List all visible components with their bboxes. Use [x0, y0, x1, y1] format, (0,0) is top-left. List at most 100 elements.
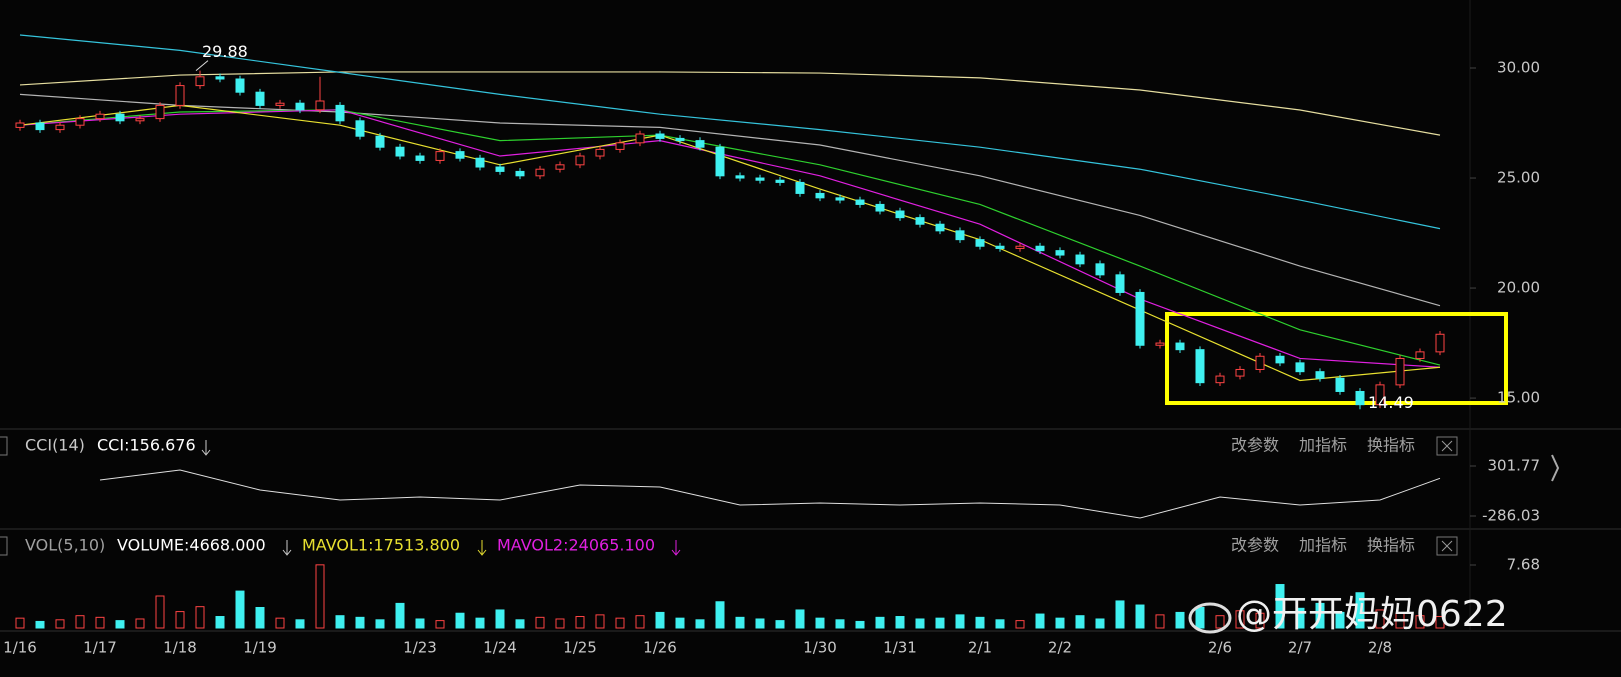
candle-body — [1075, 254, 1085, 265]
high-label: 29.88 — [202, 42, 248, 61]
candle-body — [235, 78, 245, 93]
candle-body — [715, 146, 725, 177]
volume-bar — [415, 618, 425, 629]
moving-average — [19, 71, 1441, 136]
help-button[interactable] — [0, 536, 8, 556]
volume-bar — [1135, 604, 1145, 629]
candle-body — [495, 166, 505, 172]
volume-bar — [395, 602, 405, 629]
volume-bar — [55, 619, 65, 629]
y-tick-label: 7.68 — [1507, 556, 1540, 574]
candle-body — [1095, 263, 1105, 276]
volume-bar — [695, 619, 705, 629]
candle-body — [735, 175, 745, 179]
candle-body — [475, 157, 485, 168]
volume-bar — [315, 564, 325, 629]
volume-bar — [1035, 613, 1045, 629]
y-tick-label: 30.00 — [1497, 58, 1540, 76]
cci-reading: CCI:156.676 — [97, 436, 196, 455]
candle-body — [995, 245, 1005, 249]
volume-bar — [835, 619, 845, 629]
x-tick-label: 1/24 — [483, 639, 517, 657]
close-icon — [1441, 540, 1453, 552]
volume-bar — [1255, 612, 1265, 629]
candle-body — [315, 100, 325, 111]
volume-bar — [935, 617, 945, 629]
volume-bar — [1115, 600, 1125, 629]
watermark-text: @开开妈妈0622 — [1236, 594, 1508, 635]
candle-body — [1335, 377, 1345, 392]
volume-bar — [1195, 606, 1205, 629]
volume-bar — [1155, 614, 1165, 629]
volume-bar — [355, 616, 365, 629]
arrow-icon — [671, 540, 681, 556]
candle-body — [55, 124, 65, 131]
candle-body — [1235, 368, 1245, 377]
mavol1-reading: MAVOL1:17513.800 — [302, 536, 460, 555]
candle-body — [15, 122, 25, 128]
volume-bar — [75, 615, 85, 629]
toolbar-button[interactable]: 换指标 — [1367, 436, 1415, 455]
candle-body — [855, 199, 865, 205]
arrow-icon — [282, 540, 292, 556]
close-button[interactable] — [1436, 436, 1458, 456]
volume-bar — [635, 615, 645, 629]
candle-body — [1275, 355, 1285, 364]
plot: 15.00 20.00 25.00 30.00 -286.03 301.77 7.68 1/1… — [3, 34, 1541, 657]
candle-body — [755, 177, 765, 181]
candle-body — [75, 118, 85, 126]
candle-body — [815, 192, 825, 199]
x-tick-label: 1/30 — [803, 639, 837, 657]
low-label: 14.49 — [1368, 393, 1414, 412]
x-tick-label: 1/16 — [3, 639, 37, 657]
candle-body — [875, 203, 885, 212]
x-tick-label: 1/25 — [563, 639, 597, 657]
scroll-handle[interactable] — [1551, 454, 1560, 482]
toolbar-button[interactable]: 加指标 — [1299, 436, 1347, 455]
candle-body — [695, 140, 705, 148]
volume-bar — [755, 618, 765, 629]
volume-bar — [195, 606, 205, 629]
volume-bar — [155, 595, 165, 629]
candle-body — [1415, 351, 1425, 359]
toolbar-button[interactable]: 加指标 — [1299, 536, 1347, 555]
volume-bar — [1275, 584, 1285, 629]
volume-bar — [775, 620, 785, 629]
volume-bar — [475, 617, 485, 629]
close-button[interactable] — [1436, 536, 1458, 556]
candle-body — [335, 104, 345, 122]
candle-body — [355, 120, 365, 137]
volume-bar — [955, 614, 965, 629]
candle-body — [195, 76, 205, 87]
volume-bar — [1015, 620, 1025, 629]
candle-body — [975, 239, 985, 247]
toolbar-button[interactable]: 改参数 — [1231, 536, 1279, 555]
y-tick-label: 25.00 — [1497, 169, 1540, 187]
candle-body — [635, 133, 645, 144]
candle-body — [1035, 245, 1045, 252]
volume-bar — [1375, 609, 1385, 629]
volume-bar — [1435, 616, 1445, 629]
arrow-icon — [201, 440, 211, 456]
volume-bar — [1295, 607, 1305, 629]
volume-bar — [115, 620, 125, 629]
y-tick-label: 301.77 — [1488, 456, 1541, 474]
candle-body — [515, 170, 525, 177]
candle-body — [1255, 355, 1265, 370]
volume-bar — [675, 617, 685, 629]
vol-reading: VOLUME:4668.000 — [117, 536, 266, 555]
candle-body — [415, 155, 425, 161]
volume-bar — [875, 616, 885, 629]
candle-body — [935, 223, 945, 232]
help-button[interactable] — [0, 436, 8, 456]
toolbar-button[interactable]: 改参数 — [1231, 436, 1279, 455]
volume-bar — [215, 616, 225, 629]
toolbar-button[interactable]: 换指标 — [1367, 536, 1415, 555]
y-tick-label: 15.00 — [1497, 389, 1540, 407]
x-tick-label: 2/7 — [1288, 639, 1312, 657]
watermark-logo — [1188, 602, 1232, 634]
candle-body — [1435, 333, 1445, 353]
candle-body — [895, 210, 905, 219]
